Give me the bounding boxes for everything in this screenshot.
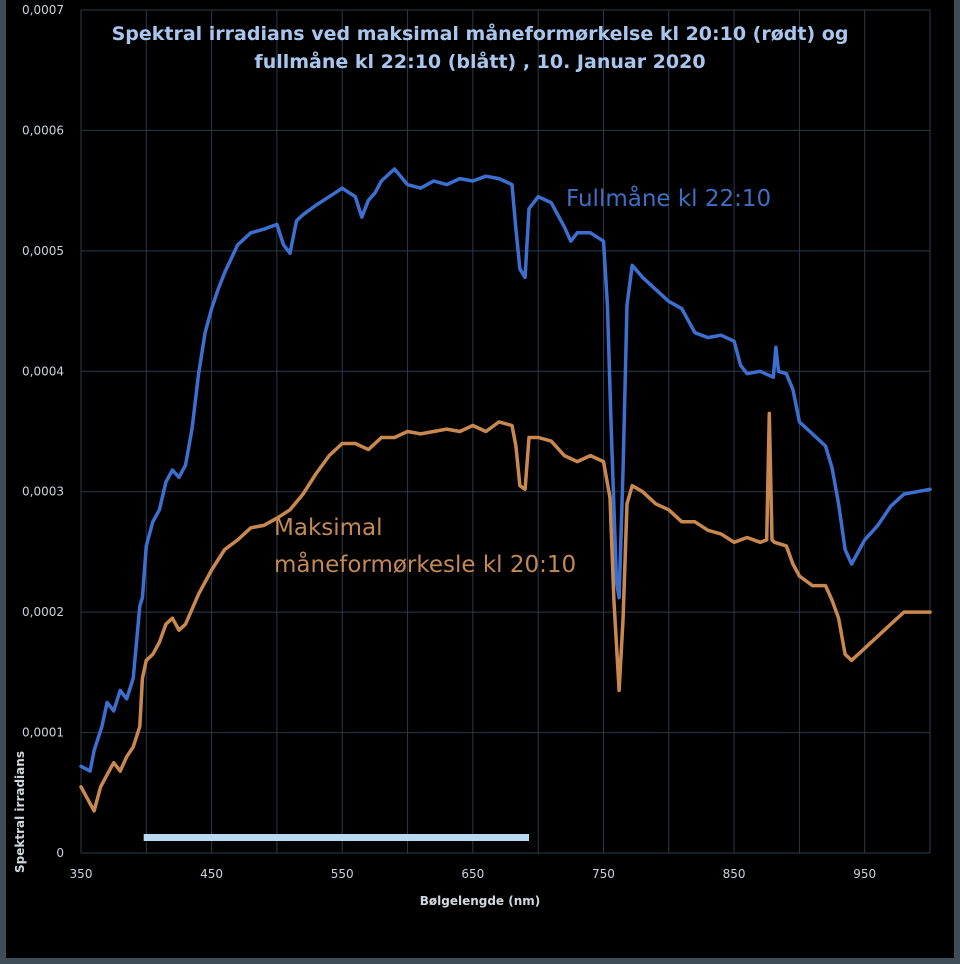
annotation-fullmane: Fullmåne kl 22:10 bbox=[566, 184, 771, 212]
annotation-formorkelse-line2: måneformørkesle kl 20:10 bbox=[274, 550, 576, 578]
x-tick-labels: 350 450 550 650 750 850 950 bbox=[70, 867, 877, 881]
x-tick-label: 450 bbox=[200, 867, 223, 881]
x-tick-label: 750 bbox=[592, 867, 615, 881]
y-tick-label: 0,0001 bbox=[22, 726, 64, 740]
chart-svg: Spektral irradians ved maksimal måneform… bbox=[13, 3, 932, 908]
x-tick-label: 950 bbox=[853, 867, 876, 881]
y-axis-label: Spektral irradians bbox=[13, 751, 27, 873]
grid bbox=[80, 9, 931, 854]
y-tick-label: 0 bbox=[56, 846, 64, 860]
y-tick-label: 0,0004 bbox=[22, 364, 64, 378]
y-tick-label: 0,0003 bbox=[22, 485, 64, 499]
x-tick-label: 550 bbox=[331, 867, 354, 881]
x-tick-label: 650 bbox=[461, 867, 484, 881]
y-tick-label: 0,0005 bbox=[22, 244, 64, 258]
reference-bar bbox=[143, 834, 530, 841]
y-tick-label: 0,0007 bbox=[22, 3, 64, 17]
series-line-formorkelse bbox=[79, 411, 932, 813]
chart-title-line2: fullmåne kl 22:10 (blått) , 10. Januar 2… bbox=[254, 49, 705, 73]
series-lines bbox=[79, 167, 932, 813]
x-axis-label: Bølgelengde (nm) bbox=[420, 894, 541, 908]
series-line-fullmane bbox=[79, 167, 932, 773]
y-tick-label: 0,0006 bbox=[22, 123, 64, 137]
y-tick-labels: 0 0,0001 0,0002 0,0003 0,0004 0,0005 0,0006 0,0… bbox=[22, 3, 64, 860]
x-tick-label: 850 bbox=[723, 867, 746, 881]
y-tick-label: 0,0002 bbox=[22, 605, 64, 619]
chart-frame: Spektral irradians ved maksimal måneform… bbox=[6, 0, 954, 958]
x-tick-label: 350 bbox=[70, 867, 93, 881]
chart-title-line1: Spektral irradians ved maksimal måneform… bbox=[112, 21, 849, 45]
annotation-formorkelse-line1: Maksimal bbox=[274, 515, 383, 541]
